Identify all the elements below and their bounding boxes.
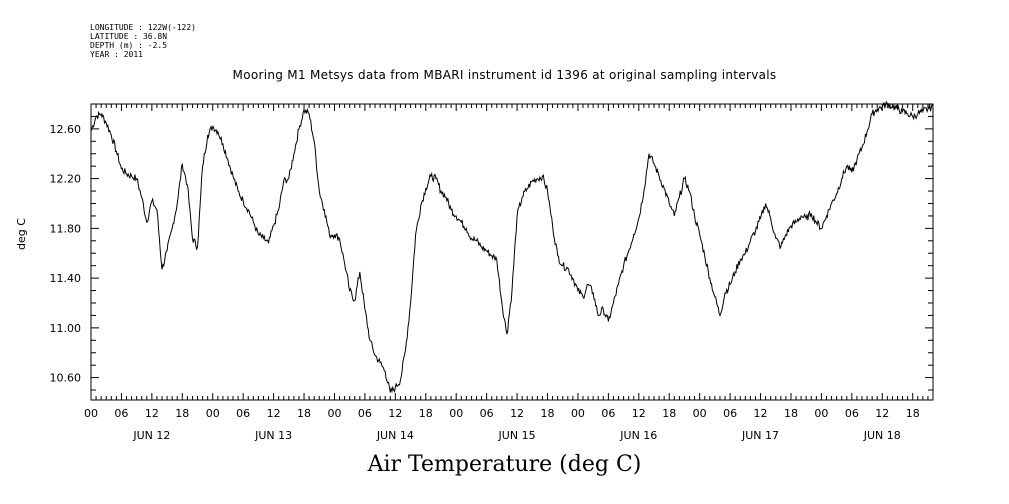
x-axis-label: Air Temperature (deg C)	[367, 452, 642, 477]
x-tick-label: 00	[84, 407, 98, 420]
x-tick-label: 06	[480, 407, 494, 420]
day-label: JUN 14	[376, 429, 414, 442]
x-tick-label: 00	[327, 407, 341, 420]
metadata-block: LONGITUDE : 122W(-122) LATITUDE : 36.8N …	[90, 23, 196, 59]
year-label: YEAR : 2011	[90, 50, 143, 59]
x-tick-label: 00	[449, 407, 463, 420]
x-tick-label: 06	[358, 407, 372, 420]
x-tick-label: 18	[784, 407, 798, 420]
chart-title: Mooring M1 Metsys data from MBARI instru…	[232, 68, 777, 82]
x-tick-label: 06	[236, 407, 250, 420]
latitude-label: LATITUDE : 36.8N	[90, 32, 168, 41]
x-tick-label: 18	[662, 407, 676, 420]
x-tick-label: 12	[632, 407, 646, 420]
x-tick-label: 00	[814, 407, 828, 420]
y-tick-label: 12.60	[50, 123, 82, 136]
day-label: JUN 17	[741, 429, 779, 442]
x-tick-label: 12	[510, 407, 524, 420]
x-tick-label: 12	[754, 407, 768, 420]
x-tick-label: 06	[114, 407, 128, 420]
x-tick-label: 18	[175, 407, 189, 420]
day-label: JUN 12	[132, 429, 170, 442]
x-tick-label: 18	[906, 407, 920, 420]
x-tick-label: 06	[723, 407, 737, 420]
plot-frame	[90, 103, 934, 401]
day-label: JUN 13	[254, 429, 292, 442]
y-tick-label: 12.20	[50, 173, 82, 186]
x-tick-label: 12	[267, 407, 281, 420]
x-tick-label: 00	[693, 407, 707, 420]
x-tick-label: 06	[845, 407, 859, 420]
x-tick-label: 18	[541, 407, 555, 420]
axis-ticks	[90, 103, 934, 400]
x-tick-label: 00	[206, 407, 220, 420]
x-tick-label: 00	[571, 407, 585, 420]
y-tick-label: 11.00	[50, 322, 82, 335]
longitude-label: LONGITUDE : 122W(-122)	[90, 23, 196, 32]
air-temperature-line	[90, 100, 934, 394]
x-tick-label: 18	[297, 407, 311, 420]
day-label: JUN 16	[619, 429, 657, 442]
x-tick-label: 18	[419, 407, 433, 420]
x-tick-label: 12	[145, 407, 159, 420]
y-tick-label: 11.80	[50, 222, 82, 235]
day-label: JUN 18	[863, 429, 901, 442]
y-tick-label: 11.40	[50, 272, 82, 285]
depth-label: DEPTH (m) : -2.5	[90, 41, 168, 50]
x-tick-label: 12	[388, 407, 402, 420]
tick-labels: 00 06 12 18 00 06 12 18 00 06 12 18 00 06 12 18 00 06 12 18…	[50, 123, 920, 442]
day-label: JUN 15	[498, 429, 536, 442]
x-tick-label: 12	[875, 407, 889, 420]
y-tick-label: 10.60	[50, 372, 82, 385]
x-tick-label: 06	[601, 407, 615, 420]
